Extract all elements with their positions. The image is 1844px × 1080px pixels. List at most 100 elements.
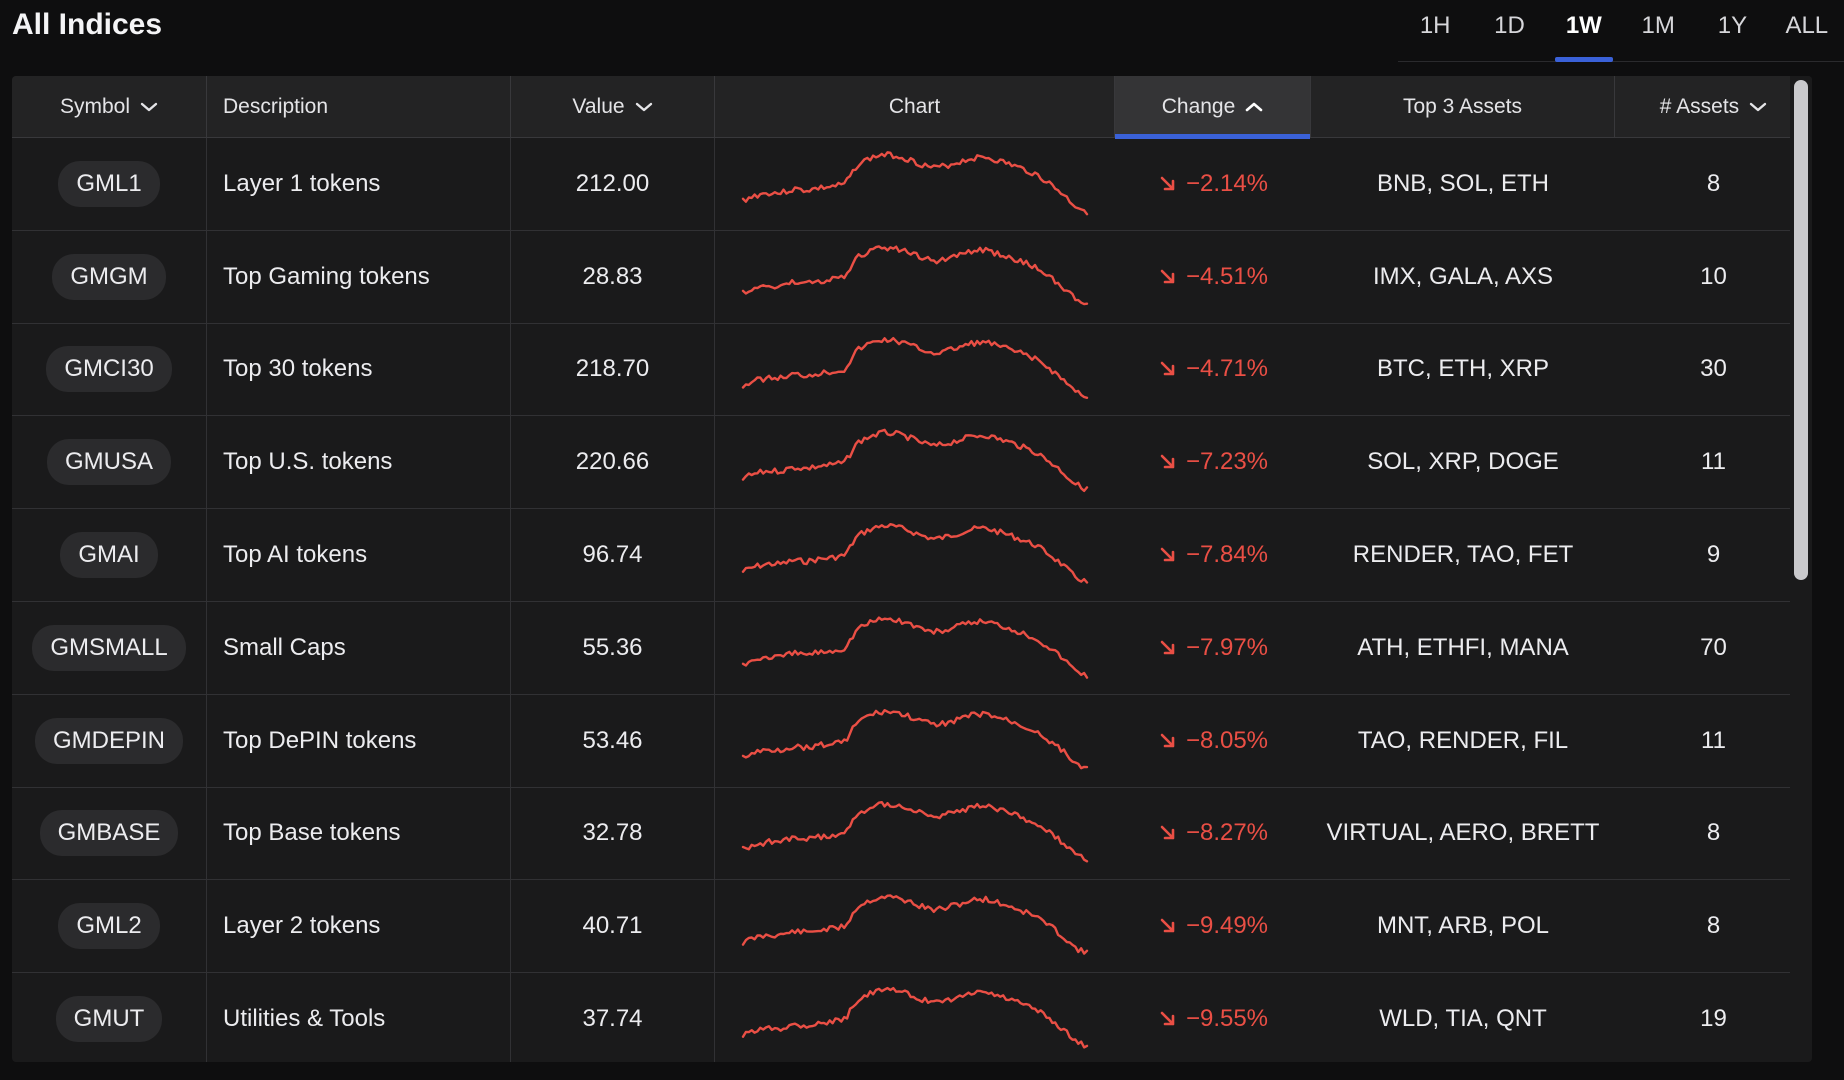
change-percent: −9.55%: [1185, 1005, 1269, 1033]
sparkline-chart: [741, 894, 1089, 956]
tab-range-1d[interactable]: 1D: [1494, 12, 1525, 39]
arrow-down-right-icon: [1158, 267, 1178, 287]
arrow-down-right-icon: [1158, 823, 1178, 843]
tab-range-all[interactable]: ALL: [1785, 12, 1829, 39]
description-cell: Top DePIN tokens: [207, 694, 511, 787]
table-row[interactable]: GMUT Utilities & Tools 37.74 −9.55% WLD, TIA…: [12, 973, 1812, 1062]
sparkline-line: [741, 337, 1089, 400]
column-header-label: Top 3 Assets: [1402, 95, 1523, 118]
arrow-down-right-icon: [1158, 638, 1178, 658]
time-range-tabs: 1H 1D 1W 1M 1Y ALL: [1398, 0, 1844, 62]
symbol-cell: GMCI30: [12, 323, 207, 416]
tab-range-1y[interactable]: 1Y: [1717, 12, 1748, 39]
page-title: All Indices: [12, 8, 163, 41]
sparkline-cell: [715, 695, 1115, 787]
table-row[interactable]: GMUSA Top U.S. tokens 220.66 −7.23% SOL, XRP…: [12, 416, 1812, 510]
sparkline-chart: [741, 801, 1089, 863]
value-cell: 37.74: [511, 973, 715, 1062]
change-value: −9.55%: [1158, 1005, 1268, 1033]
value-cell: 55.36: [511, 601, 715, 694]
table-row[interactable]: GMAI Top AI tokens 96.74 −7.84% RENDER, TAO,…: [12, 509, 1812, 602]
description-cell: Utilities & Tools: [207, 973, 511, 1062]
value-cell: 218.70: [511, 323, 715, 416]
symbol-pill[interactable]: GMCI30: [46, 346, 172, 393]
top-assets-cell: BNB, SOL, ETH: [1376, 169, 1550, 197]
column-header-label: Value: [572, 95, 625, 118]
table-row[interactable]: GMCI30 Top 30 tokens 218.70 −4.71% BTC, ETH,…: [12, 323, 1812, 417]
change-value: −7.97%: [1158, 634, 1268, 662]
table-row[interactable]: GMDEPIN Top DePIN tokens 53.46 −8.05% TAO, R…: [12, 694, 1812, 788]
change-cell: −4.71%: [1115, 324, 1311, 416]
sparkline-line: [741, 801, 1089, 863]
table-scrollbar[interactable]: [1790, 76, 1812, 1062]
column-header-label: # Assets: [1659, 95, 1740, 118]
table-row[interactable]: GML1 Layer 1 tokens 212.00 −2.14% BNB, SOL, …: [12, 138, 1812, 231]
sparkline-cell: [715, 880, 1115, 972]
top-assets-cell: BTC, ETH, XRP: [1376, 355, 1550, 383]
top-assets-cell: VIRTUAL, AERO, BRETT: [1326, 819, 1600, 847]
column-header-top-assets: Top 3 Assets: [1311, 76, 1615, 138]
description-cell: Small Caps: [207, 601, 511, 694]
table-row[interactable]: GMGM Top Gaming tokens 28.83 −4.51% IMX, GAL…: [12, 230, 1812, 324]
column-header-change[interactable]: Change: [1115, 76, 1311, 139]
table-row[interactable]: GML2 Layer 2 tokens 40.71 −9.49% MNT, ARB, P…: [12, 880, 1812, 974]
sparkline-chart: [741, 428, 1089, 493]
column-header-num-assets[interactable]: # Assets: [1615, 76, 1812, 138]
change-value: −7.84%: [1158, 541, 1268, 569]
change-cell: −8.05%: [1115, 695, 1311, 787]
change-percent: −7.23%: [1185, 448, 1269, 476]
symbol-pill[interactable]: GMUSA: [46, 439, 171, 486]
symbol-pill[interactable]: GML2: [58, 903, 160, 950]
sparkline-cell: [715, 788, 1115, 880]
value-cell: 28.83: [511, 230, 715, 323]
tab-range-1w[interactable]: 1W: [1547, 0, 1621, 62]
sparkline-line: [741, 150, 1089, 216]
chevron-up-icon: [1245, 101, 1263, 113]
num-assets-cell: 19: [1700, 1005, 1727, 1033]
column-header-description[interactable]: Description: [207, 76, 511, 138]
sparkline-line: [741, 708, 1089, 770]
symbol-pill[interactable]: GMUT: [55, 996, 163, 1043]
sparkline-chart: [741, 523, 1089, 584]
top-assets-cell: TAO, RENDER, FIL: [1357, 726, 1569, 754]
column-header-value[interactable]: Value: [511, 76, 715, 138]
sparkline-line: [741, 244, 1089, 305]
change-cell: −7.97%: [1115, 602, 1311, 694]
change-value: −8.27%: [1158, 819, 1268, 847]
symbol-cell: GMDEPIN: [12, 694, 207, 787]
num-assets-cell: 11: [1701, 726, 1726, 754]
column-header-chart: Chart: [715, 76, 1115, 138]
symbol-pill[interactable]: GMBASE: [39, 810, 179, 857]
num-assets-cell: 70: [1700, 633, 1727, 661]
sparkline-line: [741, 616, 1089, 679]
change-cell: −4.51%: [1115, 231, 1311, 323]
symbol-pill[interactable]: GML1: [58, 160, 160, 207]
column-header-label: Change: [1161, 95, 1236, 118]
tab-range-1m[interactable]: 1M: [1641, 12, 1675, 39]
value-cell: 220.66: [511, 416, 715, 509]
value-cell: 212.00: [511, 138, 715, 230]
change-cell: −8.27%: [1115, 788, 1311, 880]
sparkline-chart: [741, 150, 1089, 216]
tab-range-1h[interactable]: 1H: [1419, 12, 1451, 39]
change-percent: −7.84%: [1185, 541, 1269, 569]
change-percent: −4.51%: [1185, 262, 1269, 290]
symbol-pill[interactable]: GMAI: [60, 532, 158, 579]
table-row[interactable]: GMSMALL Small Caps 55.36 −7.97% ATH, ETHFI, …: [12, 601, 1812, 695]
column-header-label: Chart: [888, 95, 941, 118]
symbol-pill[interactable]: GMDEPIN: [34, 717, 183, 764]
value-cell: 32.78: [511, 787, 715, 880]
symbol-pill[interactable]: GMGM: [52, 253, 166, 300]
symbol-pill[interactable]: GMSMALL: [32, 624, 186, 671]
change-cell: −7.84%: [1115, 509, 1311, 601]
description-cell: Top Base tokens: [207, 787, 511, 880]
symbol-cell: GMUT: [12, 973, 207, 1062]
num-assets-cell: 11: [1701, 448, 1726, 476]
top-assets-cell: IMX, GALA, AXS: [1372, 262, 1554, 290]
column-header-symbol[interactable]: Symbol: [12, 76, 207, 138]
num-assets-cell: 9: [1706, 541, 1721, 569]
scrollbar-thumb[interactable]: [1794, 80, 1808, 580]
table-row[interactable]: GMBASE Top Base tokens 32.78 −8.27% VIRTUAL,…: [12, 787, 1812, 881]
arrow-down-right-icon: [1158, 174, 1178, 194]
sparkline-cell: [715, 231, 1115, 323]
